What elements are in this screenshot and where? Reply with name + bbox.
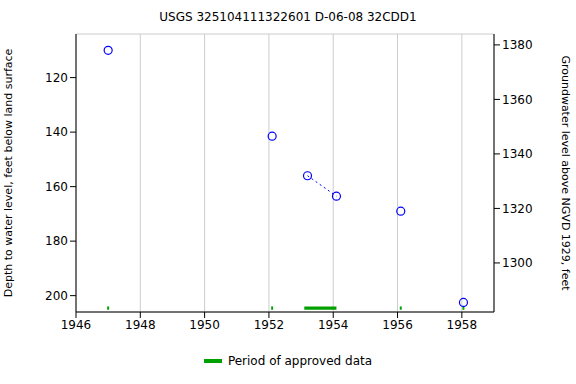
svg-text:200: 200: [45, 289, 68, 303]
svg-text:Groundwater level above NGVD 1: Groundwater level above NGVD 1929, feet: [559, 55, 568, 291]
svg-text:1954: 1954: [318, 318, 349, 332]
svg-text:1956: 1956: [382, 318, 413, 332]
svg-text:120: 120: [45, 71, 68, 85]
svg-text:1948: 1948: [125, 318, 156, 332]
html-text:Period of approved data: Period of approved data: [227, 354, 373, 368]
svg-text:1946: 1946: [61, 318, 92, 332]
html-text:USGS 325104111322601 D-06-08 3: USGS 325104111322601 D-06-08 32CDD1: [159, 10, 417, 24]
svg-text:160: 160: [45, 180, 68, 194]
svg-text:Depth to water level, feet bel: Depth to water level, feet below land su…: [8, 48, 15, 297]
svg-text:1320: 1320: [502, 202, 533, 216]
svg-text:180: 180: [45, 234, 68, 248]
svg-text:1300: 1300: [502, 256, 533, 270]
svg-text:1952: 1952: [254, 318, 285, 332]
svg-text:1380: 1380: [502, 38, 533, 52]
svg-text:1958: 1958: [447, 318, 478, 332]
svg-text:1340: 1340: [502, 147, 533, 161]
svg-text:1950: 1950: [189, 318, 220, 332]
svg-text:1360: 1360: [502, 93, 533, 107]
svg-text:140: 140: [45, 125, 68, 139]
